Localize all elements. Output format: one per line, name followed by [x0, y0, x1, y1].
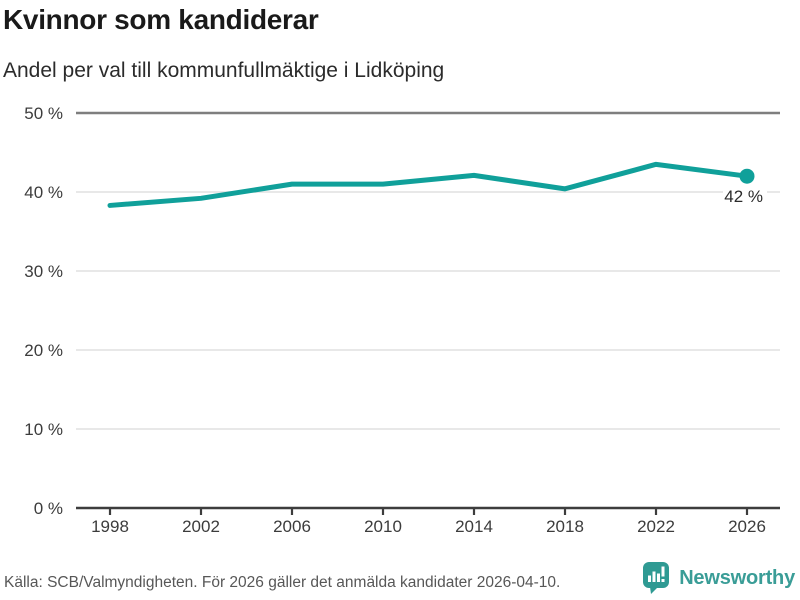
- y-axis-tick-label: 30 %: [24, 262, 63, 281]
- y-axis-tick-label: 0 %: [34, 499, 63, 518]
- newsworthy-bubble-icon: [643, 562, 670, 594]
- chart-title: Kvinnor som kandiderar: [3, 4, 319, 35]
- x-axis-tick-label: 2018: [546, 517, 584, 536]
- newsworthy-wordmark: Newsworthy: [679, 566, 795, 589]
- end-marker: [739, 168, 755, 184]
- end-value-label: 42 %: [724, 187, 763, 206]
- x-axis-tick-label: 2010: [364, 517, 402, 536]
- newsworthy-logo: Newsworthy: [642, 561, 795, 595]
- x-axis-tick-label: 2006: [273, 517, 311, 536]
- x-axis-tick-label: 2014: [455, 517, 493, 536]
- x-axis-tick-label: 1998: [91, 517, 129, 536]
- data-line: [107, 161, 750, 208]
- y-axis-tick-label: 20 %: [24, 341, 63, 360]
- x-axis-tick-label: 2026: [728, 517, 766, 536]
- end-label-background: [723, 186, 767, 208]
- y-axis-tick-label: 10 %: [24, 420, 63, 439]
- x-axis-tick-label: 2022: [637, 517, 675, 536]
- y-axis-tick-label: 50 %: [24, 104, 63, 123]
- chart-subtitle: Andel per val till kommunfullmäktige i L…: [3, 59, 445, 82]
- x-axis-tick-label: 2002: [182, 517, 220, 536]
- y-axis-tick-label: 40 %: [24, 183, 63, 202]
- source-note: Källa: SCB/Valmyndigheten. För 2026 gäll…: [4, 574, 561, 591]
